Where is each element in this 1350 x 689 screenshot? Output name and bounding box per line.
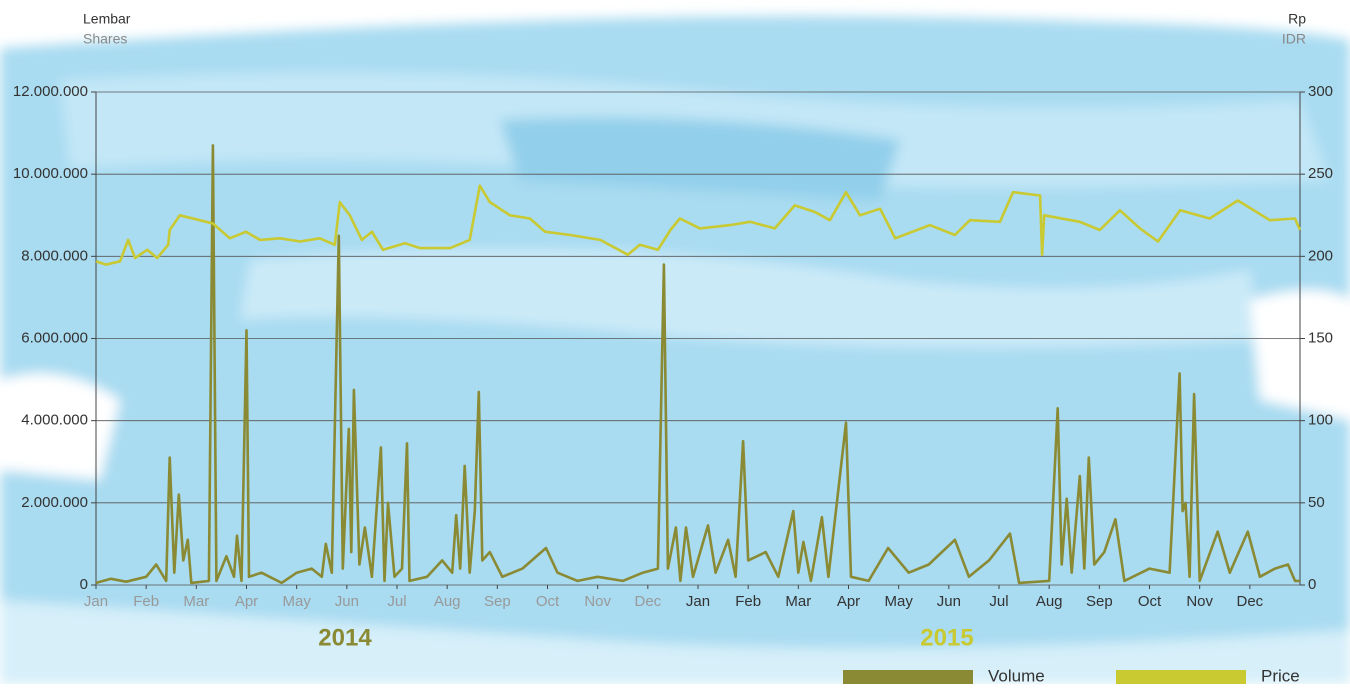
x-tick-label: Oct: [536, 593, 560, 610]
x-tick-label: Nov: [1186, 593, 1213, 610]
y-tick-label: 6.000.000: [21, 329, 88, 346]
y2-tick-label: 300: [1308, 83, 1333, 100]
year-label: 2015: [920, 624, 973, 651]
left-unit-en: Shares: [83, 31, 127, 47]
x-tick-label: Apr: [837, 593, 860, 610]
legend-swatch: [843, 670, 973, 684]
x-tick-label: Dec: [1236, 593, 1263, 610]
x-tick-label: Nov: [584, 593, 611, 610]
x-tick-label: Mar: [183, 593, 209, 610]
legend-swatch: [1116, 670, 1246, 684]
x-tick-label: Feb: [735, 593, 761, 610]
y2-tick-label: 200: [1308, 247, 1333, 264]
x-tick-label: Aug: [1036, 593, 1063, 610]
chart: Lembar Shares Rp IDR 0 2.000.000 4.000.000…: [0, 0, 1350, 684]
x-tick-label: Feb: [133, 593, 159, 610]
y-tick-label: 0: [80, 576, 88, 593]
y-tick-label: 8.000.000: [21, 247, 88, 264]
x-tick-label: Sep: [484, 593, 511, 610]
left-unit: Lembar: [83, 11, 131, 27]
page: {"chart_data": { "type": "line", "left_u…: [0, 0, 1350, 684]
watercolor-background: [0, 16, 1350, 684]
y-tick-label: 12.000.000: [13, 83, 88, 100]
y2-tick-label: 150: [1308, 329, 1333, 346]
x-tick-label: May: [884, 593, 913, 610]
x-tick-label: Jun: [335, 593, 359, 610]
y2-tick-label: 50: [1308, 494, 1325, 511]
legend-label: Volume: [988, 666, 1045, 684]
x-tick-label: Apr: [235, 593, 258, 610]
right-unit: Rp: [1288, 11, 1306, 27]
x-tick-label: Sep: [1086, 593, 1113, 610]
x-tick-label: Jan: [84, 593, 108, 610]
x-tick-label: Jun: [937, 593, 961, 610]
x-tick-label: Jul: [387, 593, 406, 610]
y-tick-label: 10.000.000: [13, 165, 88, 182]
x-tick-label: Aug: [434, 593, 461, 610]
x-tick-label: Jul: [989, 593, 1008, 610]
y-tick-label: 4.000.000: [21, 412, 88, 429]
y2-tick-label: 100: [1308, 412, 1333, 429]
x-tick-label: Jan: [686, 593, 710, 610]
y-tick-label: 2.000.000: [21, 494, 88, 511]
y2-tick-label: 250: [1308, 165, 1333, 182]
legend-label: Price: [1261, 666, 1300, 684]
x-tick-label: May: [282, 593, 311, 610]
x-tick-label: Oct: [1138, 593, 1162, 610]
y2-tick-label: 0: [1308, 576, 1316, 593]
x-tick-label: Mar: [785, 593, 811, 610]
year-label: 2014: [318, 624, 372, 651]
x-tick-label: Dec: [634, 593, 661, 610]
right-unit-en: IDR: [1282, 31, 1306, 47]
